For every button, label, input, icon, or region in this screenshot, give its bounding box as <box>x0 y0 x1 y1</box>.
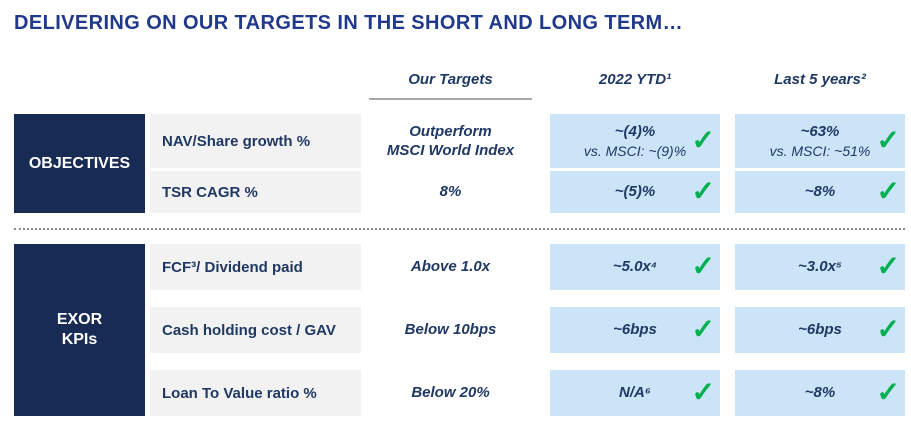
target-cell-fcf-dividend: Above 1.0x <box>410 258 491 276</box>
check-icon: ✓ <box>691 376 715 408</box>
ytd-cell-nav-share: ~(4)% vs. MSCI: ~(9)% ✓ <box>550 114 720 168</box>
target-cell-nav-share: Outperform MSCI World Index <box>386 122 515 160</box>
check-icon: ✓ <box>876 124 900 156</box>
dotted-divider <box>14 228 905 230</box>
five-years-value: ~8% <box>804 183 836 201</box>
column-header-2022-ytd: 2022 YTD¹ <box>598 71 672 88</box>
check-icon: ✓ <box>876 313 900 345</box>
row-label-nav-share-growth: NAV/Share growth % <box>150 114 361 168</box>
ytd-value: ~(4)% <box>614 123 656 141</box>
column-headers: Our Targets 2022 YTD¹ Last 5 years² <box>14 71 911 100</box>
target-cell-tsr-cagr: 8% <box>439 183 462 201</box>
five-years-value: ~6bps <box>798 321 842 339</box>
five-years-vs-msci: vs. MSCI: ~51% <box>769 142 871 159</box>
ytd-value: N/A⁶ <box>619 384 651 402</box>
check-icon: ✓ <box>691 250 715 282</box>
five-years-cell-fcf-dividend: ~3.0x⁵ ✓ <box>735 244 905 290</box>
column-header-last-5-years: Last 5 years² <box>774 71 866 88</box>
check-icon: ✓ <box>876 376 900 408</box>
row-label-loan-to-value: Loan To Value ratio % <box>150 370 361 416</box>
five-years-cell-nav-share: ~63% vs. MSCI: ~51% ✓ <box>735 114 905 168</box>
target-cell-cash-holding-cost: Below 10bps <box>404 321 497 339</box>
check-icon: ✓ <box>876 250 900 282</box>
ytd-value: ~5.0x⁴ <box>612 258 658 276</box>
five-years-cell-loan-to-value: ~8% ✓ <box>735 370 905 416</box>
column-header-targets: Our Targets <box>369 71 532 100</box>
group-exor-kpis-block: EXOR KPIs <box>14 244 145 416</box>
ytd-cell-loan-to-value: N/A⁶ ✓ <box>550 370 720 416</box>
row-label-cash-holding-cost: Cash holding cost / GAV <box>150 307 361 353</box>
group-exor-kpis: EXOR KPIs FCF³/ Dividend paid Above 1.0x… <box>14 244 911 416</box>
page-title: DELIVERING ON OUR TARGETS IN THE SHORT A… <box>14 12 683 34</box>
ytd-value: ~(5)% <box>614 183 656 201</box>
ytd-cell-fcf-dividend: ~5.0x⁴ ✓ <box>550 244 720 290</box>
ytd-vs-msci: vs. MSCI: ~(9)% <box>583 142 687 159</box>
check-icon: ✓ <box>691 175 715 207</box>
ytd-cell-cash-holding-cost: ~6bps ✓ <box>550 307 720 353</box>
group-objectives-block: OBJECTIVES <box>14 114 145 213</box>
check-icon: ✓ <box>691 313 715 345</box>
ytd-cell-tsr-cagr: ~(5)% ✓ <box>550 171 720 213</box>
ytd-value: ~6bps <box>613 321 657 339</box>
check-icon: ✓ <box>691 124 715 156</box>
five-years-cell-tsr-cagr: ~8% ✓ <box>735 171 905 213</box>
five-years-value: ~8% <box>804 384 836 402</box>
five-years-value: ~3.0x⁵ <box>797 258 843 276</box>
check-icon: ✓ <box>876 175 900 207</box>
row-label-fcf-dividend: FCF³/ Dividend paid <box>150 244 361 290</box>
five-years-cell-cash-holding-cost: ~6bps ✓ <box>735 307 905 353</box>
group-objectives: OBJECTIVES NAV/Share growth % Outperform… <box>14 114 911 213</box>
target-cell-loan-to-value: Below 20% <box>411 384 490 402</box>
row-label-tsr-cagr: TSR CAGR % <box>150 171 361 213</box>
five-years-value: ~63% <box>800 123 840 141</box>
